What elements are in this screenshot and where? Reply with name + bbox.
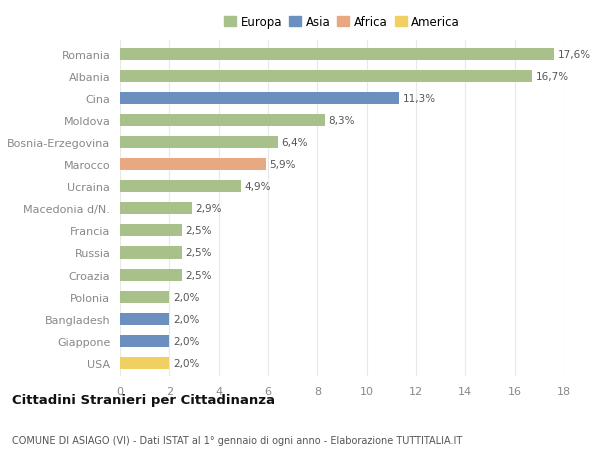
Bar [120, 269, 182, 281]
Bar [120, 291, 169, 303]
Text: 16,7%: 16,7% [536, 72, 569, 82]
Text: COMUNE DI ASIAGO (VI) - Dati ISTAT al 1° gennaio di ogni anno - Elaborazione TUT: COMUNE DI ASIAGO (VI) - Dati ISTAT al 1°… [12, 435, 462, 445]
Bar [120, 335, 169, 347]
Text: 2,0%: 2,0% [173, 358, 199, 368]
Text: 2,5%: 2,5% [185, 270, 212, 280]
Text: Cittadini Stranieri per Cittadinanza: Cittadini Stranieri per Cittadinanza [12, 393, 275, 406]
Text: 2,0%: 2,0% [173, 292, 199, 302]
Text: 17,6%: 17,6% [558, 50, 591, 60]
Text: 5,9%: 5,9% [269, 160, 296, 170]
Text: 11,3%: 11,3% [403, 94, 436, 104]
Bar [120, 247, 182, 259]
Text: 2,5%: 2,5% [185, 248, 212, 258]
Bar [120, 49, 554, 61]
Bar [120, 71, 532, 83]
Bar [120, 93, 399, 105]
Bar [120, 159, 266, 171]
Text: 2,0%: 2,0% [173, 336, 199, 346]
Bar [120, 115, 325, 127]
Bar [120, 313, 169, 325]
Text: 6,4%: 6,4% [281, 138, 308, 148]
Text: 2,9%: 2,9% [195, 204, 222, 214]
Text: 4,9%: 4,9% [245, 182, 271, 192]
Bar [120, 181, 241, 193]
Bar [120, 357, 169, 369]
Text: 2,5%: 2,5% [185, 226, 212, 236]
Bar [120, 137, 278, 149]
Text: 2,0%: 2,0% [173, 314, 199, 324]
Text: 8,3%: 8,3% [328, 116, 355, 126]
Legend: Europa, Asia, Africa, America: Europa, Asia, Africa, America [221, 14, 463, 31]
Bar [120, 203, 191, 215]
Bar [120, 225, 182, 237]
